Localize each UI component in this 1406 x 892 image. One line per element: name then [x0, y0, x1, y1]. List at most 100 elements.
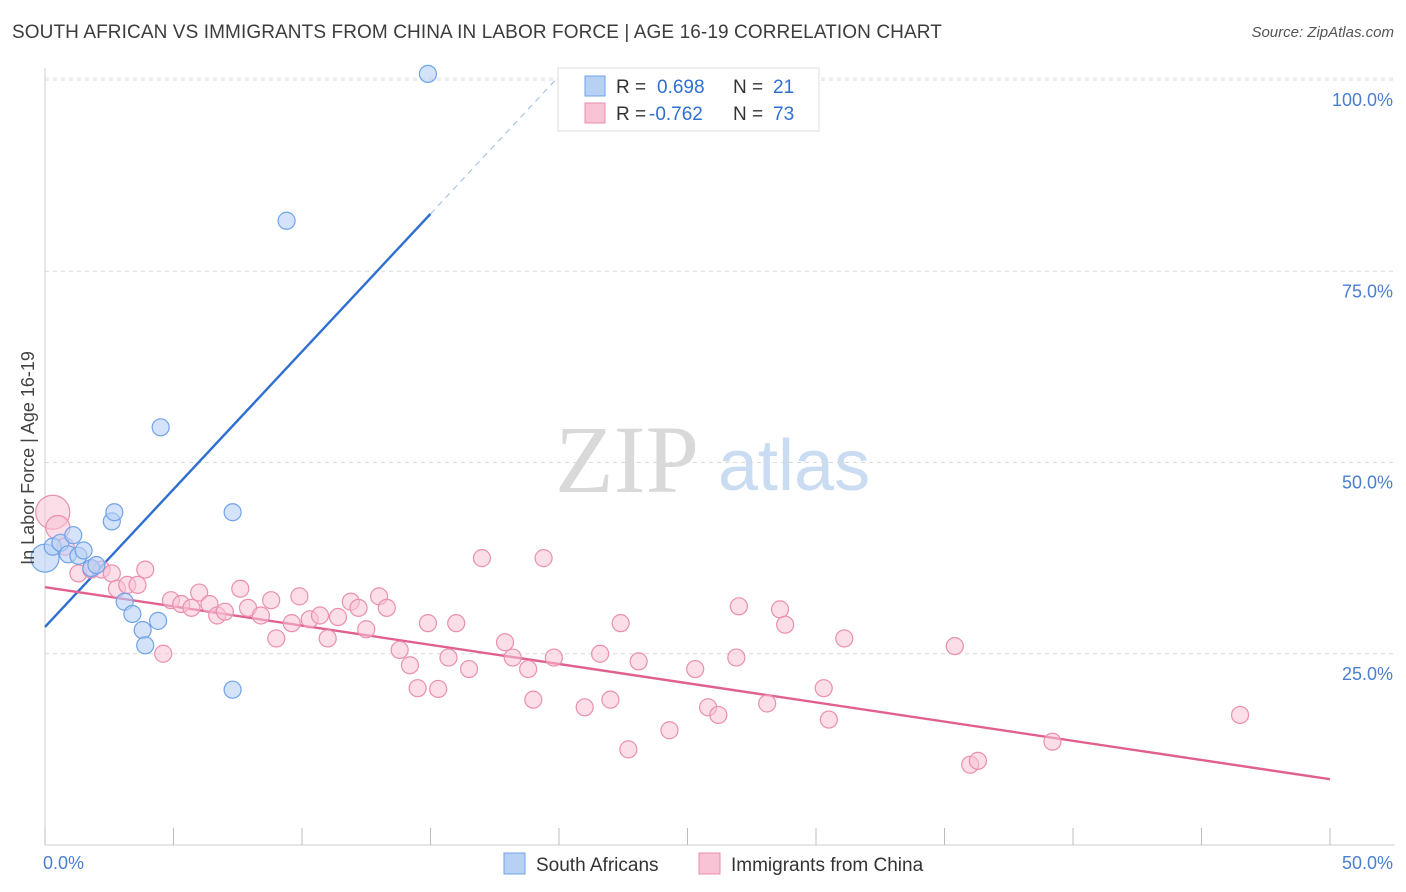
point-immigrants-china	[601, 690, 620, 709]
point-immigrants-china	[282, 614, 301, 633]
point-immigrants-china	[390, 640, 409, 660]
legend-label-immigrants-china: Immigrants from China	[731, 855, 924, 876]
point-immigrants-china	[102, 564, 121, 583]
x-tick-label-max: 50.0%	[1342, 853, 1393, 873]
point-south-africans	[223, 680, 242, 699]
point-immigrants-china	[729, 597, 749, 616]
y-tick-label-25: 25.0%	[1342, 664, 1393, 684]
point-immigrants-china	[968, 751, 988, 770]
point-immigrants-china	[439, 648, 458, 667]
stats-legend: R = 0.698 N = 21 R = -0.762 N = 73	[557, 67, 820, 132]
trend-line-south-africans-extension	[430, 75, 560, 215]
legend-label-south-africans: South Africans	[536, 855, 659, 876]
point-immigrants-china	[190, 583, 209, 602]
point-immigrants-china	[575, 698, 594, 717]
chart-title: SOUTH AFRICAN VS IMMIGRANTS FROM CHINA I…	[12, 22, 942, 43]
y-tick-label-100: 100.0%	[1332, 90, 1393, 110]
tick-labels: 100.0% 75.0% 50.0% 25.0% 0.0% 50.0%	[43, 90, 1393, 873]
point-immigrants-china	[619, 740, 638, 759]
point-immigrants-china	[945, 636, 964, 656]
point-south-africans	[123, 604, 142, 624]
point-immigrants-china	[591, 644, 610, 663]
axes	[44, 68, 1395, 846]
point-immigrants-china	[215, 602, 234, 621]
point-immigrants-china	[503, 648, 522, 667]
point-immigrants-china	[770, 600, 790, 619]
point-immigrants-china	[686, 659, 705, 679]
y-axis-label: In Labor Force | Age 16-19	[18, 351, 38, 565]
point-south-africans	[74, 541, 93, 560]
point-immigrants-china	[835, 629, 854, 648]
point-immigrants-china	[660, 721, 679, 740]
point-immigrants-china	[534, 549, 553, 568]
point-immigrants-china	[429, 679, 448, 699]
point-immigrants-china	[727, 648, 746, 667]
point-immigrants-china	[1043, 732, 1062, 751]
point-immigrants-china	[495, 633, 515, 652]
legend-r-label-1: R =	[616, 77, 646, 98]
legend-swatch-south-africans	[503, 852, 526, 875]
point-immigrants-china	[267, 629, 286, 648]
x-tick-label-min: 0.0%	[43, 853, 84, 873]
point-immigrants-china	[758, 694, 777, 713]
trend-line-south-africans	[44, 213, 432, 628]
point-immigrants-china	[611, 614, 630, 633]
y-tick-label-75: 75.0%	[1342, 281, 1393, 301]
legend-r-value-2: -0.762	[649, 104, 703, 125]
legend-swatch-blue	[584, 75, 606, 97]
point-immigrants-china	[328, 607, 348, 627]
legend-n-label-2: N =	[733, 104, 763, 125]
point-south-africans	[87, 555, 106, 575]
point-immigrants-china	[377, 598, 396, 617]
y-tick-label-50: 50.0%	[1342, 473, 1393, 493]
point-immigrants-china	[310, 606, 330, 625]
legend-n-label-1: N =	[733, 77, 763, 98]
point-immigrants-china	[231, 579, 250, 598]
point-immigrants-china	[524, 690, 543, 709]
point-immigrants-china	[472, 549, 491, 568]
point-immigrants-china	[418, 614, 438, 633]
watermark-zip: ZIP	[555, 406, 699, 513]
point-south-africans	[133, 620, 152, 640]
point-immigrants-china	[136, 560, 155, 579]
grid-lines	[45, 77, 1395, 655]
legend-swatch-pink	[584, 102, 606, 124]
point-immigrants-china	[408, 679, 427, 698]
point-south-africans	[148, 611, 168, 630]
legend-swatch-immigrants-china	[698, 852, 721, 875]
data-points	[30, 64, 1250, 774]
point-immigrants-china	[776, 615, 795, 634]
point-immigrants-china	[819, 710, 838, 729]
legend-r-label-2: R =	[616, 104, 646, 125]
point-immigrants-china	[182, 598, 201, 617]
point-immigrants-china	[290, 587, 309, 606]
point-south-africans	[64, 526, 83, 545]
point-immigrants-china	[447, 614, 466, 633]
point-immigrants-china	[400, 656, 420, 675]
point-immigrants-china	[251, 606, 270, 625]
watermark-atlas: atlas	[718, 426, 870, 506]
point-immigrants-china	[318, 629, 337, 648]
point-immigrants-china	[519, 659, 538, 679]
point-immigrants-china	[1230, 705, 1250, 725]
point-immigrants-china	[349, 598, 368, 617]
point-south-africans	[277, 211, 296, 230]
legend-n-value-1: 21	[773, 77, 794, 98]
point-south-africans	[418, 64, 438, 83]
point-immigrants-china	[459, 659, 479, 679]
chart-source: Source: ZipAtlas.com	[1251, 24, 1394, 41]
legend-r-value-1: 0.698	[657, 77, 705, 98]
point-immigrants-china	[544, 648, 563, 667]
series-legend: South Africans Immigrants from China	[503, 852, 924, 876]
point-south-africans	[136, 636, 155, 655]
point-immigrants-china	[357, 620, 376, 639]
point-south-africans	[151, 418, 170, 437]
point-immigrants-china	[154, 644, 173, 663]
point-immigrants-china	[128, 575, 147, 595]
point-immigrants-china	[814, 679, 833, 698]
point-immigrants-china	[709, 705, 728, 725]
legend-n-value-2: 73	[773, 104, 794, 125]
point-immigrants-china	[262, 591, 281, 610]
point-south-africans	[105, 503, 124, 522]
